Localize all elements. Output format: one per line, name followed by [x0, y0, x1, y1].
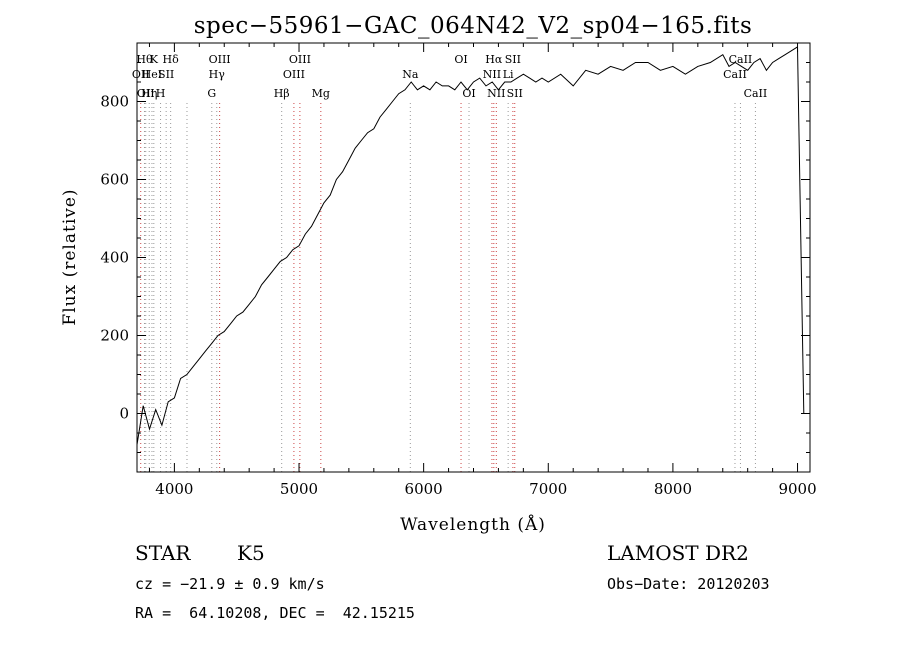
spectral-line-label: Li — [503, 68, 514, 81]
plot-frame — [136, 42, 811, 473]
spectral-line-label: CaII — [744, 87, 768, 100]
class-label: STAR — [135, 541, 191, 565]
y-tick-label: 800 — [100, 93, 129, 111]
y-tick-label: 0 — [119, 405, 129, 423]
cz-value: cz = −21.9 ± 0.9 km/s — [135, 575, 325, 593]
spectrum-layer — [136, 46, 805, 445]
x-tick-label: 4000 — [155, 480, 193, 498]
spectral-line-label: HeI — [142, 68, 162, 81]
x-tick-label: 5000 — [280, 480, 318, 498]
spectral-line-label: OI — [454, 53, 467, 66]
chart-title: spec−55961−GAC_064N42_V2_sp04−165.fits — [194, 13, 753, 39]
spectral-line-label: OII — [132, 68, 150, 81]
spectral-line-label: K — [150, 53, 159, 66]
spectral-line-label: Mg — [312, 87, 330, 100]
y-tick-label: 400 — [100, 249, 129, 267]
spectral-line-label: G — [207, 87, 216, 100]
spectral-line-label: OIII — [209, 53, 231, 66]
subclass-label: K5 — [237, 541, 265, 565]
spectral-line-markers: OIIHθOIIHηHeIKHSIIHδGHγOIIIHβOIIIOIIIMgN… — [132, 53, 767, 472]
x-axis-label: Wavelength (Å) — [400, 514, 546, 535]
x-axis: 4000 5000 6000 7000 8000 9000 — [148, 43, 817, 498]
y-tick-label: 600 — [100, 171, 129, 189]
spectral-line-label: OIII — [289, 53, 311, 66]
spectral-line-label: Hα — [485, 53, 503, 66]
spectral-line-label: SII — [507, 87, 523, 100]
spectral-line-label: CaII — [723, 68, 747, 81]
spectral-line-label: H — [156, 87, 166, 100]
survey-label: LAMOST DR2 — [607, 541, 749, 565]
x-tick-label: 8000 — [654, 480, 692, 498]
x-tick-label: 7000 — [529, 480, 567, 498]
x-tick-label: 9000 — [778, 480, 816, 498]
spectral-line-label: Hβ — [274, 87, 290, 100]
spectral-line-label: NII — [483, 68, 501, 81]
spectral-line-label: Hη — [141, 87, 157, 100]
obs-date: Obs−Date: 20120203 — [607, 575, 770, 593]
spectral-line-label: SII — [505, 53, 521, 66]
spectral-line-label: Na — [402, 68, 419, 81]
y-tick-label: 200 — [100, 327, 129, 345]
spectral-line-label: OIII — [283, 68, 305, 81]
spectral-line-label: NII — [487, 87, 505, 100]
spectral-line-label: Hγ — [209, 68, 226, 81]
spectral-line-label: OII — [137, 87, 155, 100]
y-axis-label: Flux (relative) — [60, 188, 80, 325]
spectral-line-label: Hδ — [163, 53, 180, 66]
coordinates: RA = 64.10208, DEC = 42.15215 — [135, 604, 415, 622]
x-tick-label: 6000 — [405, 480, 443, 498]
spectrum-series-line — [136, 46, 805, 445]
y-axis: 0 200 400 600 800 — [100, 62, 810, 453]
spectral-line-label: OI — [462, 87, 475, 100]
spectral-line-label: SII — [158, 68, 174, 81]
